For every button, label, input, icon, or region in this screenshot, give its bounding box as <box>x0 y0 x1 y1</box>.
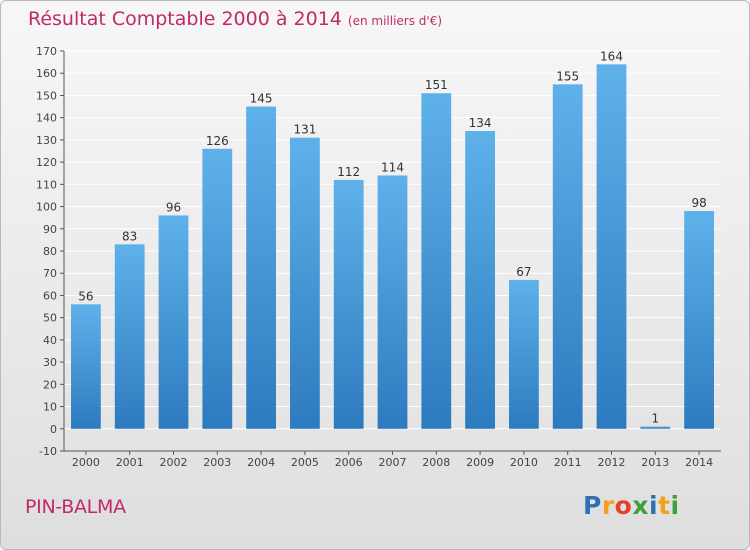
y-tick-label: 90 <box>43 223 57 236</box>
bar-value-label: 1 <box>651 412 659 426</box>
bar <box>246 106 276 429</box>
x-tick-label: 2003 <box>203 456 231 469</box>
bar <box>509 279 539 429</box>
x-tick-labels: 2000 2001 2002 2003 2004 2005 2006 2007 2008 2009… <box>72 456 713 469</box>
y-tick-label: 150 <box>36 89 57 102</box>
logo-letter: x <box>632 491 649 520</box>
bar <box>202 148 233 429</box>
commune-name: PIN-BALMA <box>25 496 126 518</box>
chart-title: Résultat Comptable 2000 à 2014 (en millie… <box>28 8 442 30</box>
bar-value-label: 155 <box>556 69 579 83</box>
bar <box>377 175 408 429</box>
x-tick-label: 2000 <box>72 456 100 469</box>
bar <box>421 93 452 429</box>
bar-value-label: 67 <box>516 265 531 279</box>
x-tick-label: 2006 <box>335 456 363 469</box>
x-tick-label: 2011 <box>554 456 582 469</box>
bar-value-label: 151 <box>425 78 448 92</box>
bar <box>71 304 101 429</box>
logo-letter: i <box>649 491 659 520</box>
x-tick-label: 2013 <box>641 456 669 469</box>
x-tick-label: 2005 <box>291 456 319 469</box>
bar-value-label: 112 <box>337 165 360 179</box>
x-tick-label: 2002 <box>160 456 188 469</box>
logo-letter: o <box>614 491 633 520</box>
x-tick-label: 2007 <box>379 456 407 469</box>
bar <box>640 426 671 429</box>
bar <box>158 215 189 429</box>
y-tick-label: 50 <box>43 312 57 325</box>
x-tick-label: 2001 <box>116 456 144 469</box>
y-tick-label: 140 <box>36 112 57 125</box>
logo-letter: i <box>670 491 680 520</box>
bar-value-label: 145 <box>250 92 273 106</box>
logo-letter: P <box>583 491 602 520</box>
bar-value-label: 98 <box>691 196 706 210</box>
bar-value-label: 131 <box>293 123 316 137</box>
y-tick-label: 130 <box>36 134 57 147</box>
bar-value-label: 56 <box>78 289 93 303</box>
y-tick-label: 80 <box>43 245 57 258</box>
axes <box>60 50 721 455</box>
bar-value-label: 126 <box>206 134 229 148</box>
y-tick-label: -10 <box>39 445 57 458</box>
bar <box>114 244 145 429</box>
data-labels: 56 83 96 126 145 131 112 114 151 134 67 155 164 1 98 <box>78 49 706 425</box>
y-tick-label: 40 <box>43 334 57 347</box>
chart-title-text: Résultat Comptable 2000 à 2014 <box>28 8 342 30</box>
y-tick-label: 60 <box>43 289 57 302</box>
bar <box>552 84 583 429</box>
y-tick-label: 0 <box>50 423 57 436</box>
bar <box>290 137 320 429</box>
y-tick-label: 30 <box>43 356 57 369</box>
logo-letter: r <box>601 491 615 520</box>
y-tick-label: 100 <box>36 201 57 214</box>
logo-letter: t <box>658 491 671 520</box>
y-tick-labels: -10 0 10 20 30 40 50 60 70 80 90 100 110 120 130 140 150… <box>36 45 57 458</box>
y-tick-label: 170 <box>36 45 57 58</box>
x-tick-label: 2014 <box>685 456 713 469</box>
bar-value-label: 83 <box>122 229 137 243</box>
bar <box>596 64 627 429</box>
x-tick-label: 2008 <box>422 456 450 469</box>
bar-value-label: 134 <box>469 116 492 130</box>
bar-value-label: 164 <box>600 49 623 63</box>
x-tick-label: 2009 <box>466 456 494 469</box>
y-tick-label: 70 <box>43 267 57 280</box>
y-tick-label: 120 <box>36 156 57 169</box>
bars <box>71 64 714 429</box>
proxiti-logo: Proxiti <box>583 491 680 520</box>
y-tick-label: 110 <box>36 178 57 191</box>
bar <box>333 179 364 429</box>
y-tick-label: 160 <box>36 67 57 80</box>
x-tick-label: 2010 <box>510 456 538 469</box>
bar-value-label: 114 <box>381 160 404 174</box>
y-tick-label: 10 <box>43 401 57 414</box>
y-tick-label: 20 <box>43 378 57 391</box>
chart-unit-note: (en milliers d'€) <box>347 14 443 28</box>
bar <box>465 131 495 429</box>
bar-value-label: 96 <box>166 200 181 214</box>
bar <box>684 211 714 429</box>
x-tick-label: 2012 <box>598 456 626 469</box>
x-tick-label: 2004 <box>247 456 275 469</box>
